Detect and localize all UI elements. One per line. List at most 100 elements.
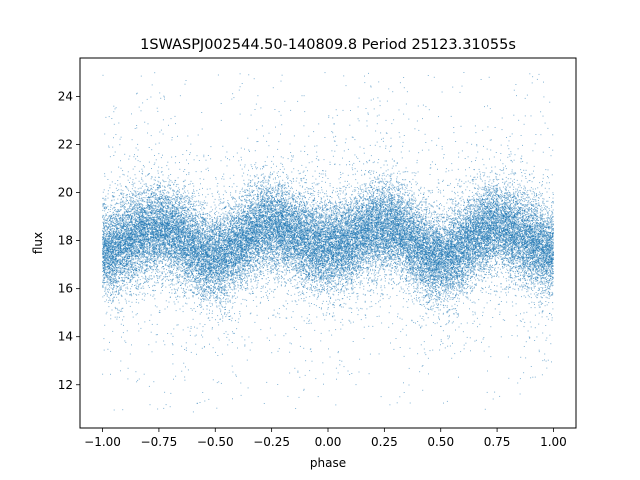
data-point [481,276,482,277]
data-point [306,187,307,188]
data-point [380,181,381,182]
data-point [506,295,507,296]
data-point [108,302,109,303]
data-point [523,282,524,283]
data-point [141,169,142,170]
data-point [487,371,488,372]
data-point [543,284,544,285]
data-point [479,265,480,266]
data-point [522,214,523,215]
data-point [290,180,291,181]
data-point [460,207,461,208]
data-point [477,318,478,319]
data-point [398,313,399,314]
data-point [254,213,255,214]
data-point [117,268,118,269]
data-point [186,213,187,214]
data-point [463,293,464,294]
data-point [134,190,135,191]
data-point [454,269,455,270]
data-point [499,204,500,205]
data-point [360,251,361,252]
data-point [521,321,522,322]
data-point [147,293,148,294]
data-point [383,173,384,174]
data-point [432,310,433,311]
data-point [297,252,298,253]
data-point [468,298,469,299]
data-point [104,176,105,177]
data-point [220,199,221,200]
data-point [183,193,184,194]
data-point [239,193,240,194]
data-point [439,318,440,319]
data-point [268,227,269,228]
data-point [524,257,525,258]
data-point [276,261,277,262]
data-point [173,207,174,208]
data-point [308,321,309,322]
data-point [104,199,105,200]
data-point [496,196,497,197]
data-point [238,204,239,205]
data-point [488,287,489,288]
data-point [235,209,236,210]
data-point [200,307,201,308]
data-point [250,266,251,267]
data-point [188,174,189,175]
data-point [230,178,231,179]
data-point [442,227,443,228]
data-point [232,306,233,307]
data-point [510,231,511,232]
data-point [345,189,346,190]
data-point [200,314,201,315]
data-point [475,132,476,133]
data-point [224,207,225,208]
data-point [208,399,209,400]
data-point [108,275,109,276]
data-point [298,170,299,171]
data-point [124,250,125,251]
data-point [514,90,515,91]
data-point [524,295,525,296]
data-point [457,277,458,278]
data-point [437,305,438,306]
data-point [359,261,360,262]
data-point [218,191,219,192]
data-point [229,312,230,313]
data-point [414,288,415,289]
data-point [447,250,448,251]
data-point [373,173,374,174]
data-point [485,215,486,216]
data-point [229,340,230,341]
data-point [196,171,197,172]
data-point [431,213,432,214]
data-point [264,253,265,254]
data-point [212,254,213,255]
data-point [149,270,150,271]
data-point [325,174,326,175]
data-point [166,300,167,301]
data-point [500,160,501,161]
data-point [476,198,477,199]
data-point [539,289,540,290]
data-point [161,172,162,173]
data-point [321,225,322,226]
data-point [472,311,473,312]
data-point [331,208,332,209]
data-point [297,270,298,271]
data-point [281,265,282,266]
data-point [223,230,224,231]
data-point [338,279,339,280]
data-point [175,200,176,201]
data-point [486,272,487,273]
data-point [541,287,542,288]
data-point [157,334,158,335]
data-point [232,398,233,399]
data-point [280,248,281,249]
data-point [219,302,220,303]
data-point [281,233,282,234]
data-point [478,196,479,197]
data-point [225,316,226,317]
data-point [127,378,128,379]
